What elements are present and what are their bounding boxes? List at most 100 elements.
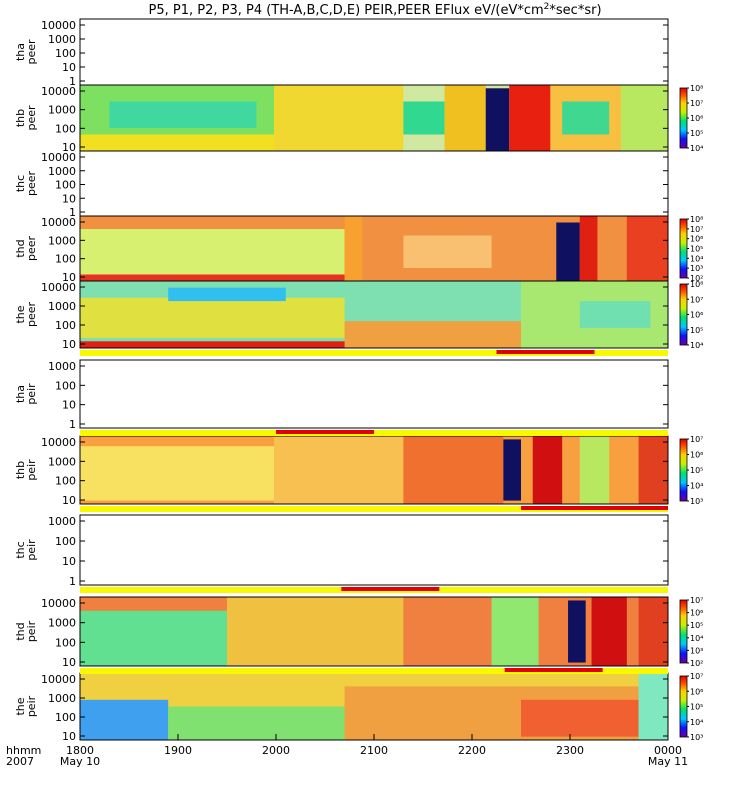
mode-bar xyxy=(80,668,668,674)
y-tick-label: 1000 xyxy=(48,33,76,46)
y-tick-label: 1000 xyxy=(48,617,76,630)
colorbar-label: 10⁷ xyxy=(690,672,703,681)
heatmap-cell xyxy=(579,216,598,281)
heatmap-cell xyxy=(80,274,345,281)
y-tick-label: 10 xyxy=(62,338,76,351)
y-tick-label: 100 xyxy=(55,179,76,192)
y-tick-label: 1000 xyxy=(48,692,76,705)
colorbar-label: 10⁸ xyxy=(690,215,703,224)
y-tick-label: 10 xyxy=(62,61,76,74)
y-tick-label: 1000 xyxy=(48,360,76,373)
mode-bar-segment xyxy=(496,350,595,354)
heatmap-cell xyxy=(403,235,492,268)
y-tick-label: 10 xyxy=(62,271,76,284)
y-tick-label: 10 xyxy=(62,730,76,743)
mode-bar-segment xyxy=(276,430,374,434)
y-tick-label: 100 xyxy=(55,319,76,332)
y-tick-label: 1000 xyxy=(48,300,76,313)
colorbar-label: 10⁶ xyxy=(690,609,703,618)
panel-label: thb xyxy=(14,461,27,479)
colorbar xyxy=(679,675,688,738)
colorbar-label: 10⁴ xyxy=(690,634,703,643)
panel-label: peer xyxy=(25,105,38,131)
colorbar-label: 10⁷ xyxy=(690,435,703,444)
x-axis: 1800 1900 2000 2100 2200 2300 0000 May 10 May 11… xyxy=(6,734,688,768)
y-tick-label: 100 xyxy=(55,379,76,392)
x-tick-label: 2100 xyxy=(360,744,388,757)
panel-label: peer xyxy=(25,236,38,262)
panel-label: peir xyxy=(25,539,38,561)
panel-frame xyxy=(79,280,669,349)
colorbar-label: 10⁷ xyxy=(690,99,703,108)
heatmap-cell xyxy=(80,297,345,338)
colorbar-label: 10⁸ xyxy=(690,84,703,93)
mode-bar xyxy=(80,506,668,512)
colorbar-label: 10⁷ xyxy=(690,596,703,605)
panel-label: thb xyxy=(14,109,27,127)
y-tick-label: 1000 xyxy=(48,515,76,528)
y-tick-label: 100 xyxy=(55,636,76,649)
colorbar-label: 10⁵ xyxy=(690,129,703,138)
panel-frame xyxy=(79,514,669,586)
colorbar xyxy=(679,218,688,279)
panel-frame xyxy=(79,596,669,667)
colorbar-label: 10⁴ xyxy=(690,144,703,153)
y-tick-label: 1 xyxy=(69,418,76,431)
heatmap-cell xyxy=(556,222,580,281)
x-axis-label: 2007 xyxy=(6,755,34,768)
y-tick-label: 1 xyxy=(69,75,76,88)
x-tick-label: 2200 xyxy=(458,744,486,757)
heatmap-cell xyxy=(620,85,668,151)
y-tick-label: 10000 xyxy=(41,216,76,229)
x-tick-label: 1900 xyxy=(164,744,192,757)
y-tick-label: 100 xyxy=(55,47,76,60)
x-tick-label: 2300 xyxy=(556,744,584,757)
colorbar-label: 10² xyxy=(690,659,703,668)
y-tick-label: 10000 xyxy=(41,85,76,98)
y-tick-label: 1000 xyxy=(48,165,76,178)
y-tick-label: 100 xyxy=(55,122,76,135)
panel-frame xyxy=(79,359,669,429)
heatmap-cell xyxy=(532,436,563,504)
heatmap-cell xyxy=(491,597,539,666)
y-tick-label: 10 xyxy=(62,656,76,669)
panel-label: thc xyxy=(14,175,27,192)
colorbar-label: 10⁵ xyxy=(690,703,703,712)
heatmap-cell xyxy=(344,321,521,348)
panels: 110100100010000thapeer10100100010000thbp… xyxy=(14,18,703,743)
panel-label: the xyxy=(14,697,27,715)
x-tick-label: 0000 xyxy=(654,744,682,757)
panel-label: peir xyxy=(25,459,38,481)
colorbar-label: 10³ xyxy=(690,264,703,273)
colorbar-label: 10⁵ xyxy=(690,326,703,335)
colorbar-label: 10⁴ xyxy=(690,718,703,727)
heatmap-cell xyxy=(579,301,651,328)
mode-bar-base xyxy=(80,668,668,674)
heatmap-cell xyxy=(626,216,668,281)
panel-label: thc xyxy=(14,541,27,558)
colorbar-label: 10⁴ xyxy=(690,482,703,491)
panel-label: peir xyxy=(25,620,38,642)
panel-label: tha xyxy=(14,43,27,61)
colorbar-label: 10⁵ xyxy=(690,621,703,630)
colorbar-label: 10⁴ xyxy=(690,254,703,263)
y-tick-label: 10000 xyxy=(41,281,76,294)
heatmap-cell xyxy=(80,610,227,666)
heatmap-cell xyxy=(274,436,404,504)
heatmap-cell xyxy=(503,439,521,501)
mode-bar-segment xyxy=(521,506,668,510)
y-tick-label: 1000 xyxy=(48,234,76,247)
panel-label: peer xyxy=(25,171,38,197)
mode-bar-segment xyxy=(341,587,440,591)
panel-label: tha xyxy=(14,385,27,403)
y-tick-label: 10 xyxy=(62,555,76,568)
mode-bar-base xyxy=(80,506,668,512)
x-tick-label: 1800 xyxy=(66,744,94,757)
panel-label: thd xyxy=(14,239,27,257)
colorbar xyxy=(679,283,688,346)
colorbar-label: 10² xyxy=(690,274,703,283)
panel-label: peir xyxy=(25,695,38,717)
